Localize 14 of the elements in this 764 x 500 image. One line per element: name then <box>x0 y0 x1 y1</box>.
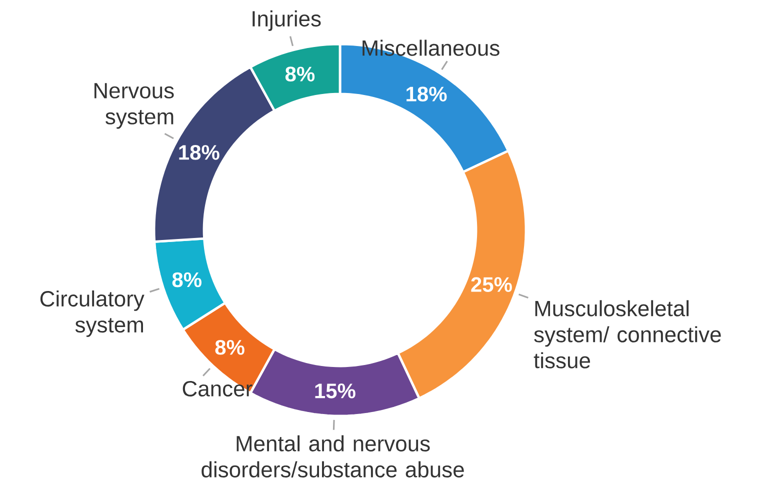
slice-label: Miscellaneous <box>362 40 500 56</box>
slice-label: Mental and nervous disorders/substance abuse <box>202 435 464 478</box>
slice-label: Nervous system <box>94 83 174 129</box>
data-label: 15% <box>315 384 356 398</box>
slice-label: Circulatory system <box>40 290 144 337</box>
data-label: 25% <box>471 277 512 292</box>
slice-label: Injuries <box>252 10 321 31</box>
data-label: 18% <box>179 145 220 160</box>
data-label: 8% <box>285 66 315 82</box>
data-label: 8% <box>215 340 244 355</box>
data-label: 8% <box>172 272 202 288</box>
slice-label: Cancer <box>182 380 252 396</box>
data-label: 18% <box>406 86 447 102</box>
slice-label: Musculoskeletal system/ connective tissue <box>534 300 721 368</box>
